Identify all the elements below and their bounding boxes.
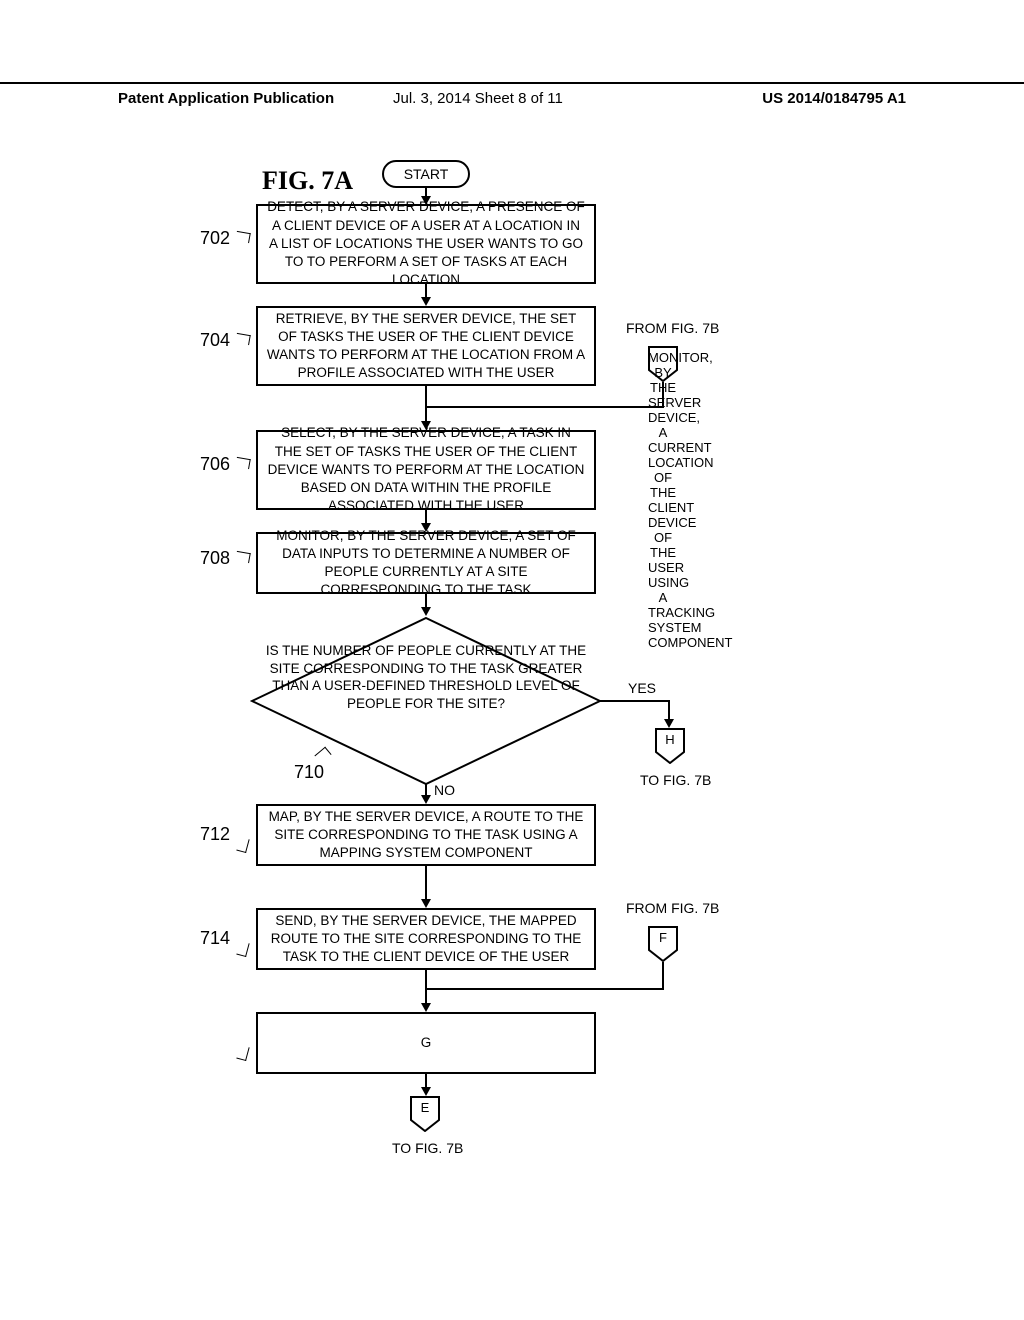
edge	[662, 382, 664, 406]
edge	[425, 866, 427, 900]
header-right: US 2014/0184795 A1	[762, 90, 906, 107]
offpage-g: F	[648, 926, 678, 962]
ref-tick	[235, 231, 251, 243]
edge	[427, 988, 664, 990]
process-712: MAP, BY THE SERVER DEVICE, A ROUTE TO TH…	[256, 804, 596, 866]
offpage-e: E	[410, 1096, 440, 1132]
offpage-e-text: E	[410, 1100, 440, 1115]
figure-title: FIG. 7A	[262, 166, 353, 196]
header-center: Jul. 3, 2014 Sheet 8 of 11	[393, 90, 563, 107]
yes-label: YES	[628, 680, 656, 696]
ref-714: 714	[200, 928, 230, 949]
no-label: NO	[434, 782, 455, 798]
ref-710: 710	[294, 762, 324, 783]
process-716-text: G	[421, 1034, 432, 1052]
ref-tick	[236, 1045, 249, 1061]
process-704: RETRIEVE, BY THE SERVER DEVICE, THE SET …	[256, 306, 596, 386]
arrowhead-icon	[421, 899, 431, 908]
offpage-h-label: FROM FIG. 7B	[626, 320, 719, 336]
decision-710-text: IS THE NUMBER OF PEOPLE CURRENTLY AT THE…	[250, 642, 602, 712]
edge	[425, 1074, 427, 1088]
edge-yes	[668, 700, 670, 720]
arrowhead-icon	[664, 719, 674, 728]
edge	[427, 406, 664, 408]
ref-706: 706	[200, 454, 230, 475]
ref-tick	[235, 551, 251, 563]
terminal-start-text: START	[404, 166, 449, 182]
terminal-start: START	[382, 160, 470, 188]
offpage-f-text: H	[655, 732, 685, 747]
edge	[425, 970, 427, 1004]
header-left: Patent Application Publication	[118, 90, 334, 107]
arrowhead-icon	[421, 1003, 431, 1012]
offpage-g-text: F	[648, 930, 678, 945]
decision-710: IS THE NUMBER OF PEOPLE CURRENTLY AT THE…	[250, 616, 602, 786]
edge	[425, 386, 427, 422]
process-704-text: RETRIEVE, BY THE SERVER DEVICE, THE SET …	[266, 310, 586, 383]
process-712-text: MAP, BY THE SERVER DEVICE, A ROUTE TO TH…	[266, 808, 586, 863]
ref-tick	[235, 333, 251, 345]
arrowhead-icon	[421, 795, 431, 804]
process-708-text: MONITOR, BY THE SERVER DEVICE, A SET OF …	[266, 527, 586, 600]
offpage-h: MONITOR, BY THE SERVER DEVICE, A CURRENT…	[648, 346, 678, 382]
process-706-text: SELECT, BY THE SERVER DEVICE, A TASK IN …	[266, 424, 586, 515]
process-702-text: DETECT, BY A SERVER DEVICE, A PRESENCE O…	[266, 198, 586, 289]
edge	[425, 510, 427, 524]
edge-yes	[600, 700, 670, 702]
process-714: SEND, BY THE SERVER DEVICE, THE MAPPED R…	[256, 908, 596, 970]
process-706: SELECT, BY THE SERVER DEVICE, A TASK IN …	[256, 430, 596, 510]
flowchart-diagram: FIG. 7A START DETECT, BY A SERVER DEVICE…	[0, 150, 1024, 1250]
process-714-text: SEND, BY THE SERVER DEVICE, THE MAPPED R…	[266, 912, 586, 967]
ref-708: 708	[200, 548, 230, 569]
offpage-g-label: FROM FIG. 7B	[626, 900, 719, 916]
edge	[425, 284, 427, 298]
arrowhead-icon	[421, 297, 431, 306]
arrowhead-icon	[421, 607, 431, 616]
page-header: Patent Application Publication Jul. 3, 2…	[0, 82, 1024, 88]
ref-tick	[236, 941, 249, 957]
process-702: DETECT, BY A SERVER DEVICE, A PRESENCE O…	[256, 204, 596, 284]
edge	[662, 962, 664, 988]
process-708: MONITOR, BY THE SERVER DEVICE, A SET OF …	[256, 532, 596, 594]
arrowhead-icon	[421, 1087, 431, 1096]
process-716: G	[256, 1012, 596, 1074]
ref-704: 704	[200, 330, 230, 351]
offpage-e-label: TO FIG. 7B	[392, 1140, 463, 1156]
ref-tick	[236, 837, 249, 853]
edge	[425, 594, 427, 608]
ref-tick	[235, 457, 251, 469]
ref-712: 712	[200, 824, 230, 845]
offpage-f: H	[655, 728, 685, 764]
offpage-f-label: TO FIG. 7B	[640, 772, 711, 788]
ref-702: 702	[200, 228, 230, 249]
